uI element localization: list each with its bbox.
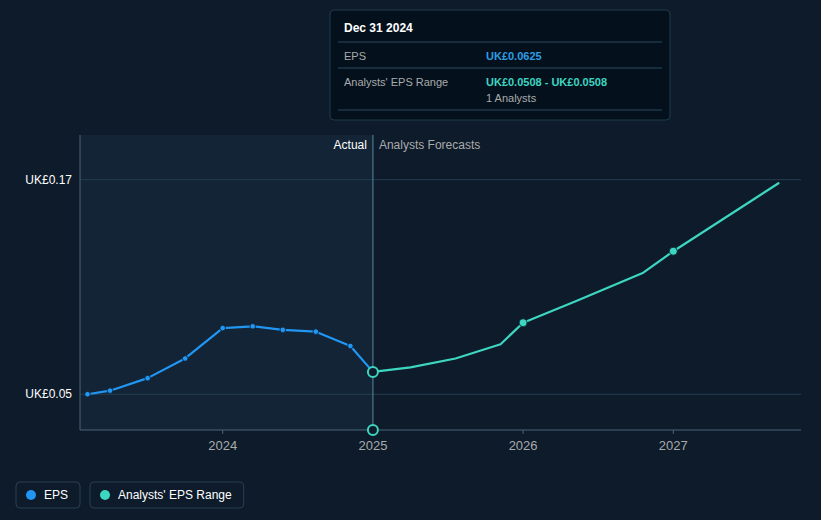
tooltip-divider (338, 68, 662, 69)
x-tick-label: 2026 (509, 438, 538, 453)
data-point (519, 319, 527, 327)
tooltip-row-label: Analysts' EPS Range (344, 76, 448, 88)
x-tick (673, 430, 674, 434)
data-point (369, 368, 377, 376)
forecast-label: Analysts Forecasts (379, 138, 480, 152)
x-tick (523, 430, 524, 434)
data-point (348, 343, 354, 349)
data-point (280, 327, 286, 333)
legend: EPS Analysts' EPS Range (16, 482, 244, 508)
y-axis-line (80, 135, 81, 430)
data-point (220, 325, 226, 331)
legend-box (90, 482, 244, 508)
legend-label: Analysts' EPS Range (118, 488, 232, 502)
plot-area (85, 183, 779, 435)
y-tick-label: UK£0.05 (25, 387, 72, 401)
x-tick (222, 430, 223, 434)
data-point (85, 391, 91, 397)
background (0, 0, 821, 520)
x-tick-label: 2027 (659, 438, 688, 453)
legend-swatch (26, 490, 36, 500)
legend-box (16, 482, 80, 508)
series-line (88, 326, 373, 394)
x-tick-label: 2024 (208, 438, 237, 453)
legend-item: Analysts' EPS Range (90, 482, 244, 508)
data-point (669, 247, 677, 255)
series-line (373, 183, 779, 372)
tooltip-divider (338, 42, 662, 43)
x-tick-label: 2025 (358, 438, 387, 453)
tooltip-title: Dec 31 2024 (344, 21, 413, 35)
actual-label: Actual (334, 138, 367, 152)
x-axis-line (80, 430, 801, 431)
data-point (107, 388, 113, 394)
data-point (182, 356, 188, 362)
tooltip-row-label: EPS (344, 50, 366, 62)
chart: UK£0.05 UK£0.17 2024 2025 2026 2027 Actual Anal… (0, 0, 821, 520)
legend-swatch (100, 490, 110, 500)
grid-line (80, 394, 801, 395)
data-point (368, 367, 378, 377)
legend-item: EPS (16, 482, 80, 508)
data-point (368, 425, 378, 435)
data-point (250, 324, 256, 330)
grid-line (80, 179, 801, 180)
y-tick-label: UK£0.17 (25, 173, 72, 187)
tooltip: Dec 31 2024 EPS UK£0.0625 Analysts' EPS Ran… (330, 10, 670, 120)
tooltip-row-value: UK£0.0625 (486, 50, 542, 62)
data-point (313, 329, 319, 335)
tooltip-row-note: 1 Analysts (486, 92, 537, 104)
data-point (145, 375, 151, 381)
divider-line (372, 135, 373, 430)
tooltip-row-value: UK£0.0508 - UK£0.0508 (486, 76, 607, 88)
tooltip-box (330, 10, 670, 120)
tooltip-divider (338, 110, 662, 111)
legend-label: EPS (44, 488, 68, 502)
